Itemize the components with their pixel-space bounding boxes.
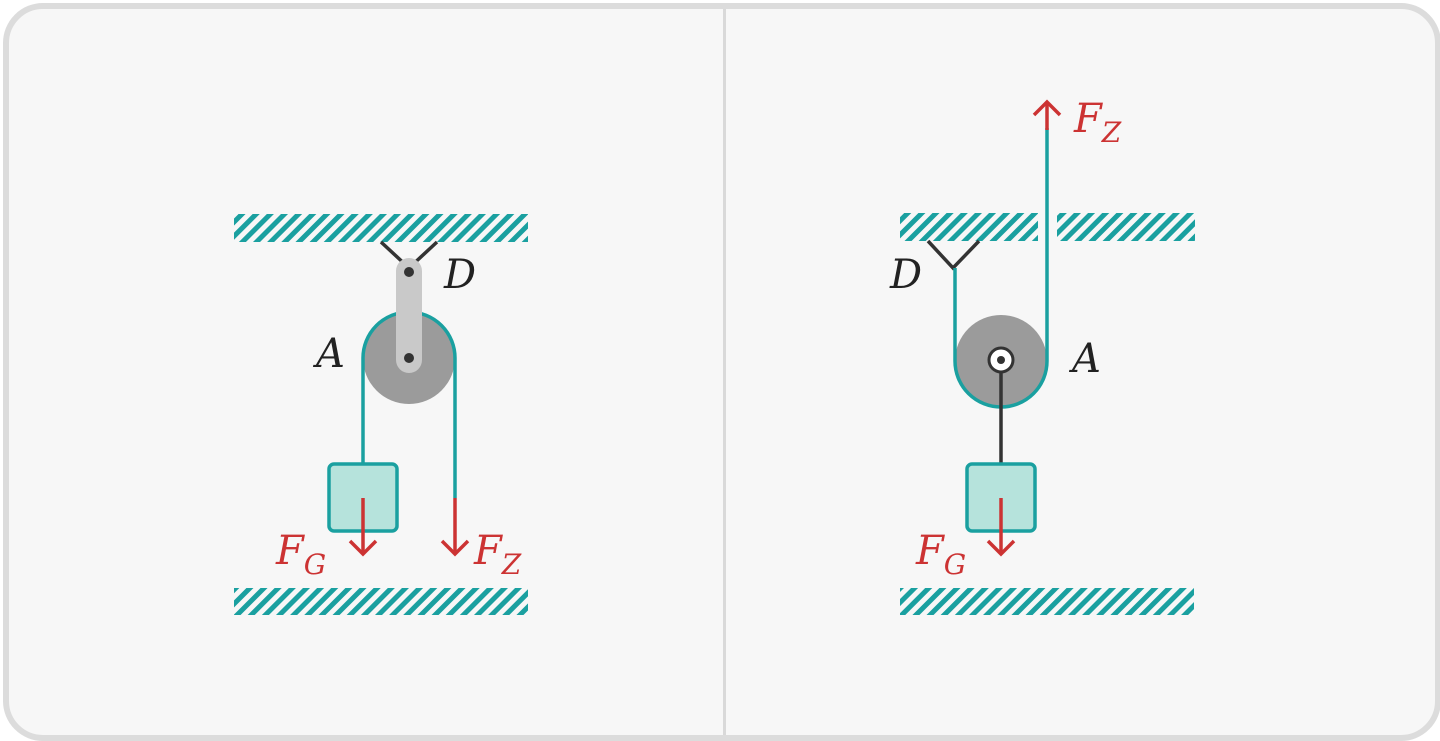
left-panel: A D FG FZ — [234, 214, 528, 615]
right-ceiling-left — [900, 213, 1038, 241]
left-anchor-label: D — [443, 252, 476, 298]
right-pull-arrow — [1032, 99, 1062, 130]
right-anchor — [926, 239, 981, 271]
right-weight-arrow — [986, 498, 1016, 557]
right-ceiling-right — [1057, 213, 1195, 241]
left-pull-force-label: FZ — [473, 528, 522, 581]
left-pull-arrow — [440, 498, 470, 557]
left-anchor-point — [404, 267, 414, 277]
right-weight-force-label: FG — [915, 528, 966, 581]
left-pulley-bracket — [396, 258, 422, 373]
right-panel: A D FG FZ — [889, 96, 1195, 615]
left-weight-arrow — [348, 498, 378, 557]
panel-divider — [723, 9, 726, 735]
right-pulley-label: A — [1068, 336, 1101, 382]
right-anchor-label: D — [889, 252, 922, 298]
left-weight-force-label: FG — [275, 528, 326, 581]
left-axle-point — [404, 353, 414, 363]
left-pulley-label: A — [312, 331, 345, 377]
right-axle-inner — [997, 356, 1005, 364]
pulley-diagram: A D FG FZ — [234, 96, 1195, 615]
left-floor — [234, 588, 528, 615]
figure-frame: A D FG FZ — [3, 3, 1440, 741]
left-ceiling — [234, 214, 528, 242]
right-floor — [900, 588, 1194, 615]
right-pull-force-label: FZ — [1073, 96, 1122, 149]
